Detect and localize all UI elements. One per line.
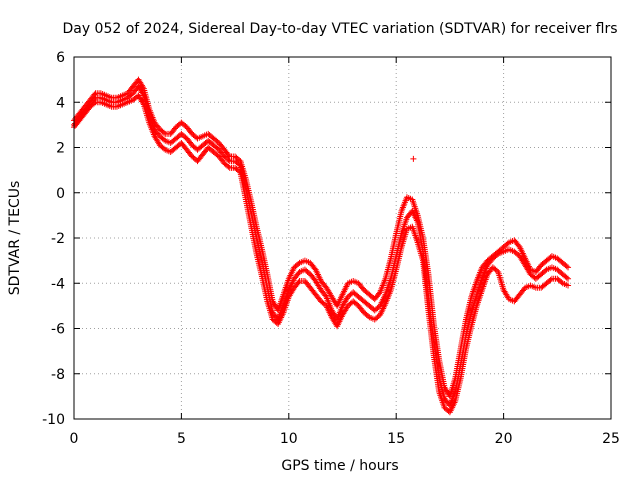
data-point [565, 282, 572, 289]
data-point [295, 279, 302, 286]
data-point-outlier [410, 155, 417, 162]
y-tick-label: -6 [51, 322, 65, 338]
x-tick-label: 15 [387, 431, 405, 447]
data-point [565, 264, 572, 271]
grid-lines [74, 57, 611, 419]
y-tick-label: -2 [51, 231, 65, 247]
y-tick-label: 0 [56, 186, 65, 202]
data-point [565, 275, 572, 282]
x-axis-label: GPS time / hours [281, 458, 398, 474]
y-axis-label: SDTVAR / TECUs [7, 181, 23, 296]
y-tick-label: -10 [42, 412, 65, 428]
data-point [542, 267, 549, 274]
data-point [225, 152, 232, 159]
x-tick-label: 5 [177, 431, 186, 447]
y-tick-label: -8 [51, 367, 65, 383]
data-marks [71, 76, 572, 416]
data-point [322, 292, 329, 299]
data-point [563, 274, 570, 281]
x-tick-label: 20 [495, 431, 513, 447]
data-point [91, 91, 98, 98]
data-point [236, 168, 243, 175]
x-tick-label: 10 [280, 431, 298, 447]
y-tick-label: -4 [51, 276, 65, 292]
data-point [365, 313, 372, 320]
x-tick-label: 25 [602, 431, 620, 447]
y-tick-label: 6 [56, 50, 65, 66]
data-point [225, 163, 232, 170]
data-point [558, 279, 565, 286]
y-tick-label: 2 [56, 141, 65, 157]
data-point [547, 276, 554, 283]
data-point [91, 100, 98, 107]
data-point [295, 261, 302, 268]
data-point [160, 145, 167, 152]
data-point [160, 136, 167, 143]
data-point [376, 290, 383, 297]
x-tick-label: 0 [70, 431, 79, 447]
axis-ticks: -10 -8 -6 -4 -2 0 2 4 6 0 5 10 15 20 25 [42, 50, 620, 447]
data-point [563, 263, 570, 270]
chart-title: Day 052 of 2024, Sidereal Day-to-day VTE… [62, 21, 617, 37]
data-point [160, 129, 167, 136]
y-tick-label: 4 [56, 95, 65, 111]
data-point [504, 240, 511, 247]
